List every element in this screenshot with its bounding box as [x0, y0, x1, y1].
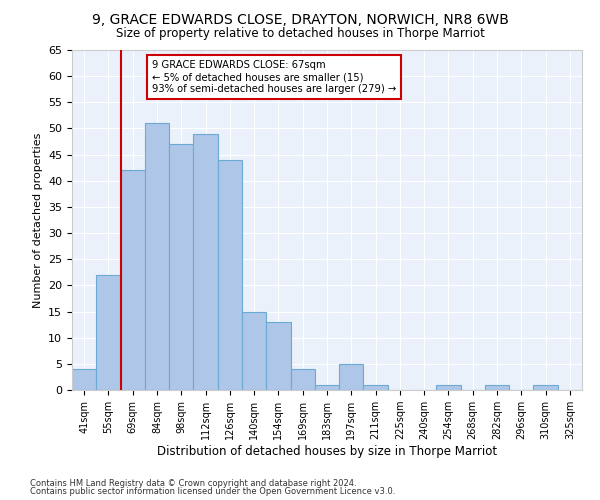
Bar [315, 385, 339, 390]
Text: 9, GRACE EDWARDS CLOSE, DRAYTON, NORWICH, NR8 6WB: 9, GRACE EDWARDS CLOSE, DRAYTON, NORWICH… [92, 12, 508, 26]
Bar [339, 364, 364, 390]
Bar [145, 123, 169, 390]
Bar [96, 275, 121, 390]
Bar [364, 385, 388, 390]
Bar [485, 385, 509, 390]
Y-axis label: Number of detached properties: Number of detached properties [32, 132, 43, 308]
X-axis label: Distribution of detached houses by size in Thorpe Marriot: Distribution of detached houses by size … [157, 445, 497, 458]
Bar [193, 134, 218, 390]
Bar [121, 170, 145, 390]
Bar [169, 144, 193, 390]
Bar [266, 322, 290, 390]
Bar [242, 312, 266, 390]
Bar [533, 385, 558, 390]
Bar [218, 160, 242, 390]
Text: Size of property relative to detached houses in Thorpe Marriot: Size of property relative to detached ho… [116, 28, 484, 40]
Bar [436, 385, 461, 390]
Text: Contains HM Land Registry data © Crown copyright and database right 2024.: Contains HM Land Registry data © Crown c… [30, 478, 356, 488]
Bar [290, 369, 315, 390]
Text: 9 GRACE EDWARDS CLOSE: 67sqm
← 5% of detached houses are smaller (15)
93% of sem: 9 GRACE EDWARDS CLOSE: 67sqm ← 5% of det… [152, 60, 397, 94]
Bar [72, 369, 96, 390]
Text: Contains public sector information licensed under the Open Government Licence v3: Contains public sector information licen… [30, 487, 395, 496]
